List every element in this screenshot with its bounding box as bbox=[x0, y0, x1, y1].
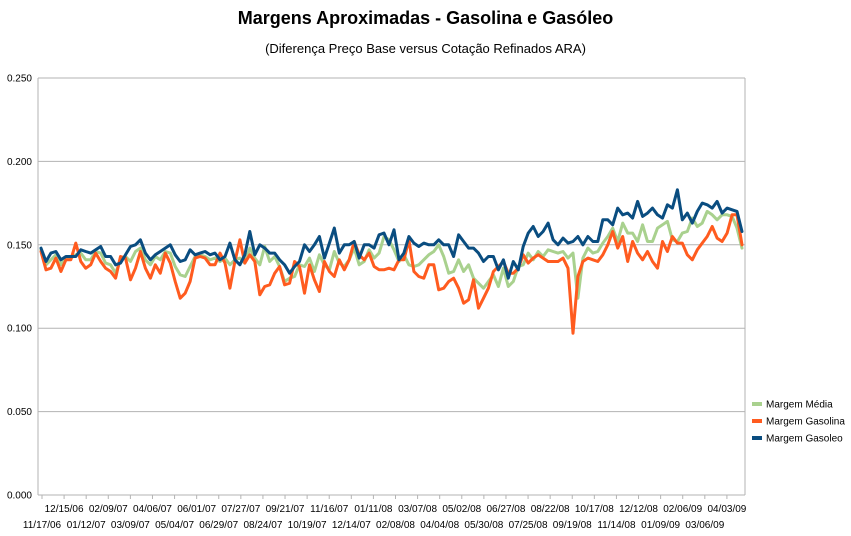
x-tick-label: 05/02/08 bbox=[442, 504, 481, 515]
x-tick-label: 05/04/07 bbox=[155, 520, 194, 531]
x-tick-label: 12/15/06 bbox=[45, 504, 84, 515]
x-tick-label: 01/11/08 bbox=[354, 504, 393, 515]
y-tick-label: 0.100 bbox=[7, 324, 32, 335]
legend-label: Margem Média bbox=[766, 400, 833, 411]
legend-label: Margem Gasoleo bbox=[766, 434, 843, 445]
x-tick-label: 04/04/08 bbox=[420, 520, 459, 531]
y-tick-label: 0.000 bbox=[7, 491, 32, 502]
x-tick-label: 03/07/08 bbox=[398, 504, 437, 515]
legend: Margem Média Margem Gasolina Margem Gasole… bbox=[752, 400, 845, 445]
x-tick-label: 12/12/08 bbox=[619, 504, 658, 515]
x-tick-label: 11/16/07 bbox=[310, 504, 349, 515]
x-tick-labels: 11/17/06 01/12/07 03/09/07 05/04/07 06/29/07… bbox=[23, 504, 747, 531]
x-tick-label: 04/06/07 bbox=[133, 504, 172, 515]
y-tick-label: 0.250 bbox=[7, 74, 32, 85]
y-tick-labels: 0.000 0.050 0.100 0.150 0.200 0.250 bbox=[7, 74, 32, 502]
legend-label: Margem Gasolina bbox=[766, 417, 845, 428]
x-tick-label: 07/27/07 bbox=[221, 504, 260, 515]
x-tick-label: 06/29/07 bbox=[199, 520, 238, 531]
x-tick-label: 03/06/09 bbox=[685, 520, 724, 531]
series-line-margem-gasolina bbox=[39, 213, 744, 335]
x-tick-label: 06/01/07 bbox=[177, 504, 216, 515]
x-tick-label: 02/06/09 bbox=[663, 504, 702, 515]
x-tick-label: 01/12/07 bbox=[67, 520, 106, 531]
x-tick-label: 11/14/08 bbox=[597, 520, 636, 531]
x-tick-label: 10/19/07 bbox=[288, 520, 327, 531]
x-tick-label: 10/17/08 bbox=[575, 504, 614, 515]
x-tick-label: 03/09/07 bbox=[111, 520, 150, 531]
series-line-margem-gasoleo bbox=[39, 188, 744, 280]
x-tick-label: 02/08/08 bbox=[376, 520, 415, 531]
x-tick-label: 01/09/09 bbox=[641, 520, 680, 531]
x-tick-label: 11/17/06 bbox=[23, 520, 62, 531]
x-tick-label: 07/25/08 bbox=[509, 520, 548, 531]
x-tick-label: 04/03/09 bbox=[707, 504, 746, 515]
axes bbox=[37, 78, 746, 499]
x-tick-label: 02/09/07 bbox=[89, 504, 128, 515]
x-tick-label: 08/24/07 bbox=[243, 520, 282, 531]
x-tick-label: 06/27/08 bbox=[487, 504, 526, 515]
chart-subtitle: (Diferença Preço Base versus Cotação Ref… bbox=[265, 41, 586, 56]
x-tick-label: 09/19/08 bbox=[553, 520, 592, 531]
x-tick-label: 05/30/08 bbox=[464, 520, 503, 531]
series-lines bbox=[39, 188, 744, 335]
y-tick-label: 0.150 bbox=[7, 240, 32, 251]
chart-title: Margens Aproximadas - Gasolina e Gasóleo bbox=[237, 8, 614, 28]
y-tick-label: 0.200 bbox=[7, 157, 32, 168]
x-tick-label: 12/14/07 bbox=[332, 520, 371, 531]
x-tick-label: 09/21/07 bbox=[266, 504, 305, 515]
x-tick-label: 08/22/08 bbox=[531, 504, 570, 515]
series-line-margem-m-dia bbox=[39, 209, 744, 300]
y-tick-label: 0.050 bbox=[7, 407, 32, 418]
